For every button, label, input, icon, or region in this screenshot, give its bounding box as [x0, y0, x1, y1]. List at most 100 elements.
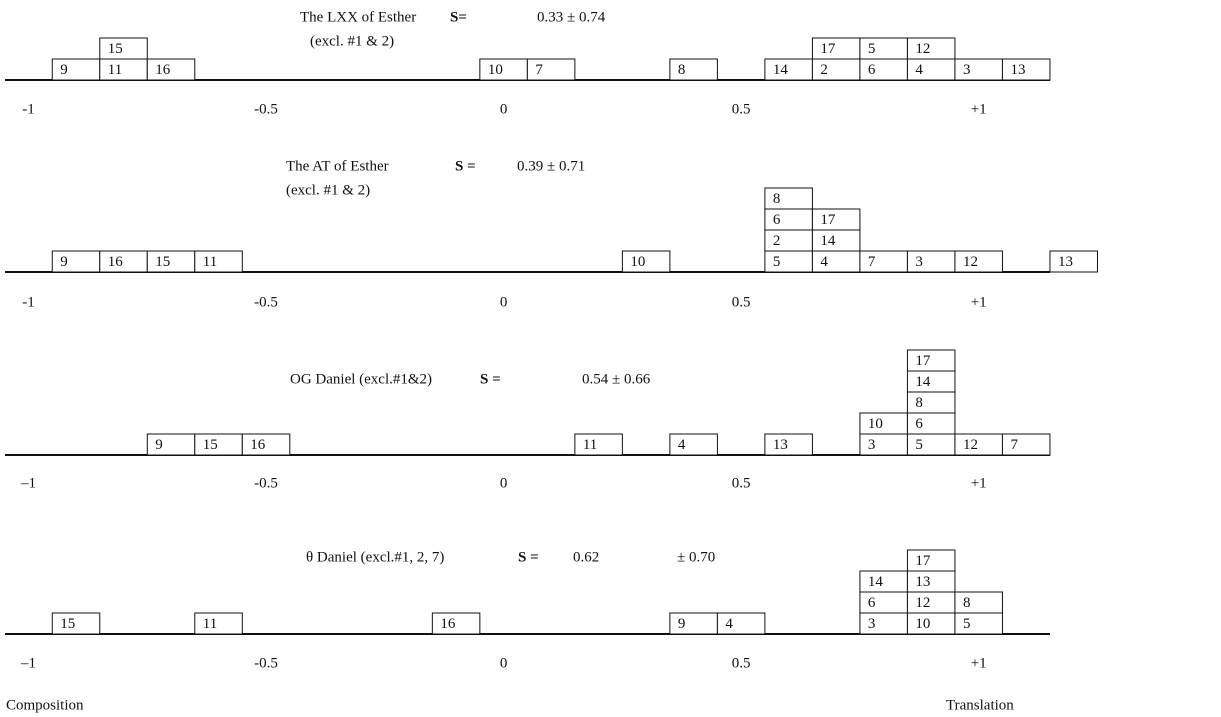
stat-error: ± 0.70: [677, 549, 715, 565]
item-label: 3: [868, 616, 876, 632]
item-box: [99, 37, 148, 60]
item-box: [954, 591, 1003, 614]
item-box: [194, 612, 243, 635]
item-label: 15: [203, 437, 218, 453]
stat-label: S =: [518, 549, 539, 565]
item-label: 4: [915, 62, 923, 78]
item-label: 12: [963, 254, 978, 270]
item-label: 6: [868, 595, 876, 611]
stat-label: S=: [450, 9, 467, 25]
item-label: 6: [868, 62, 876, 78]
item-label: 5: [773, 254, 781, 270]
stat-value: 0.33 ± 0.74: [537, 9, 606, 25]
item-label: 17: [915, 553, 931, 569]
item-label: 8: [915, 395, 923, 411]
item-label: 17: [820, 41, 836, 57]
x-tick-label: +1: [971, 655, 987, 671]
item-box: [906, 349, 956, 372]
chart-title: θ Daniel (excl.#1, 2, 7): [306, 549, 444, 565]
item-label: 16: [250, 437, 266, 453]
item-label: 6: [773, 212, 781, 228]
item-label: 4: [820, 254, 828, 270]
item-box: [1001, 433, 1051, 456]
item-label: 6: [915, 416, 923, 432]
x-tick-label: 0: [500, 655, 508, 671]
chart-note: (excl. #1 & 2): [310, 33, 394, 49]
item-box: [764, 187, 813, 210]
x-tick-label: -0.5: [254, 475, 278, 491]
x-tick-label: 0: [500, 294, 508, 310]
chart-title: The LXX of Esther: [300, 9, 416, 25]
stat-label: S =: [480, 371, 501, 387]
item-label: 14: [773, 62, 789, 78]
item-label: 3: [915, 254, 923, 270]
item-label: 2: [773, 233, 781, 249]
item-label: 10: [915, 616, 930, 632]
item-label: 8: [773, 191, 781, 207]
x-tick-label: 0: [500, 475, 508, 491]
item-label: 14: [820, 233, 836, 249]
item-label: 11: [583, 437, 597, 453]
chart-title: OG Daniel (excl.#1&2): [290, 371, 432, 387]
item-label: 2: [820, 62, 828, 78]
item-box: [241, 433, 291, 456]
item-label: 7: [1010, 437, 1018, 453]
item-label: 3: [963, 62, 971, 78]
x-tick-label: +1: [971, 101, 987, 117]
x-tick-label: -0.5: [254, 101, 278, 117]
item-label: 13: [773, 437, 788, 453]
x-tick-label: –1: [20, 655, 36, 671]
item-label: 4: [725, 616, 733, 632]
item-label: 14: [868, 574, 884, 590]
item-label: 11: [203, 616, 217, 632]
x-tick-label: 0.5: [732, 294, 751, 310]
x-tick-label: 0.5: [732, 655, 751, 671]
item-box: [431, 612, 481, 635]
item-box: [716, 612, 766, 635]
item-label: 11: [203, 254, 217, 270]
item-label: 17: [915, 353, 931, 369]
item-box: [954, 250, 1003, 273]
item-label: 9: [60, 254, 67, 270]
item-label: 10: [630, 254, 645, 270]
item-label: 17: [820, 212, 836, 228]
footer-right: Translation: [946, 697, 1014, 713]
item-label: 7: [535, 62, 543, 78]
item-label: 13: [1058, 254, 1073, 270]
x-tick-label: 0.5: [732, 475, 751, 491]
x-tick-label: +1: [971, 475, 987, 491]
item-label: 3: [868, 437, 876, 453]
item-box: [526, 58, 576, 81]
item-label: 7: [868, 254, 876, 270]
item-label: 15: [155, 254, 170, 270]
x-tick-label: -0.5: [254, 294, 278, 310]
item-label: 16: [155, 62, 171, 78]
item-box: [906, 37, 956, 60]
stat-value: 0.62: [573, 549, 599, 565]
item-label: 13: [915, 574, 930, 590]
item-box: [669, 433, 718, 456]
item-label: 8: [678, 62, 686, 78]
item-label: 12: [915, 41, 930, 57]
item-box: [146, 58, 196, 81]
item-label: 16: [108, 254, 124, 270]
item-label: 9: [155, 437, 163, 453]
x-tick-label: +1: [971, 294, 987, 310]
item-box: [811, 208, 861, 231]
item-label: 11: [108, 62, 122, 78]
item-label: 12: [915, 595, 930, 611]
item-label: 13: [1010, 62, 1025, 78]
item-box: [1001, 58, 1051, 81]
item-label: 12: [963, 437, 978, 453]
x-tick-label: -1: [22, 294, 35, 310]
x-tick-label: -0.5: [254, 655, 278, 671]
stat-value: 0.54 ± 0.66: [582, 371, 651, 387]
item-label: 10: [868, 416, 883, 432]
item-label: 9: [60, 62, 67, 78]
stat-value: 0.39 ± 0.71: [517, 158, 585, 174]
item-label: 15: [108, 41, 123, 57]
item-box: [51, 612, 101, 635]
item-label: 9: [678, 616, 686, 632]
x-tick-label: 0.5: [732, 101, 751, 117]
footer-left: Composition: [6, 697, 84, 713]
